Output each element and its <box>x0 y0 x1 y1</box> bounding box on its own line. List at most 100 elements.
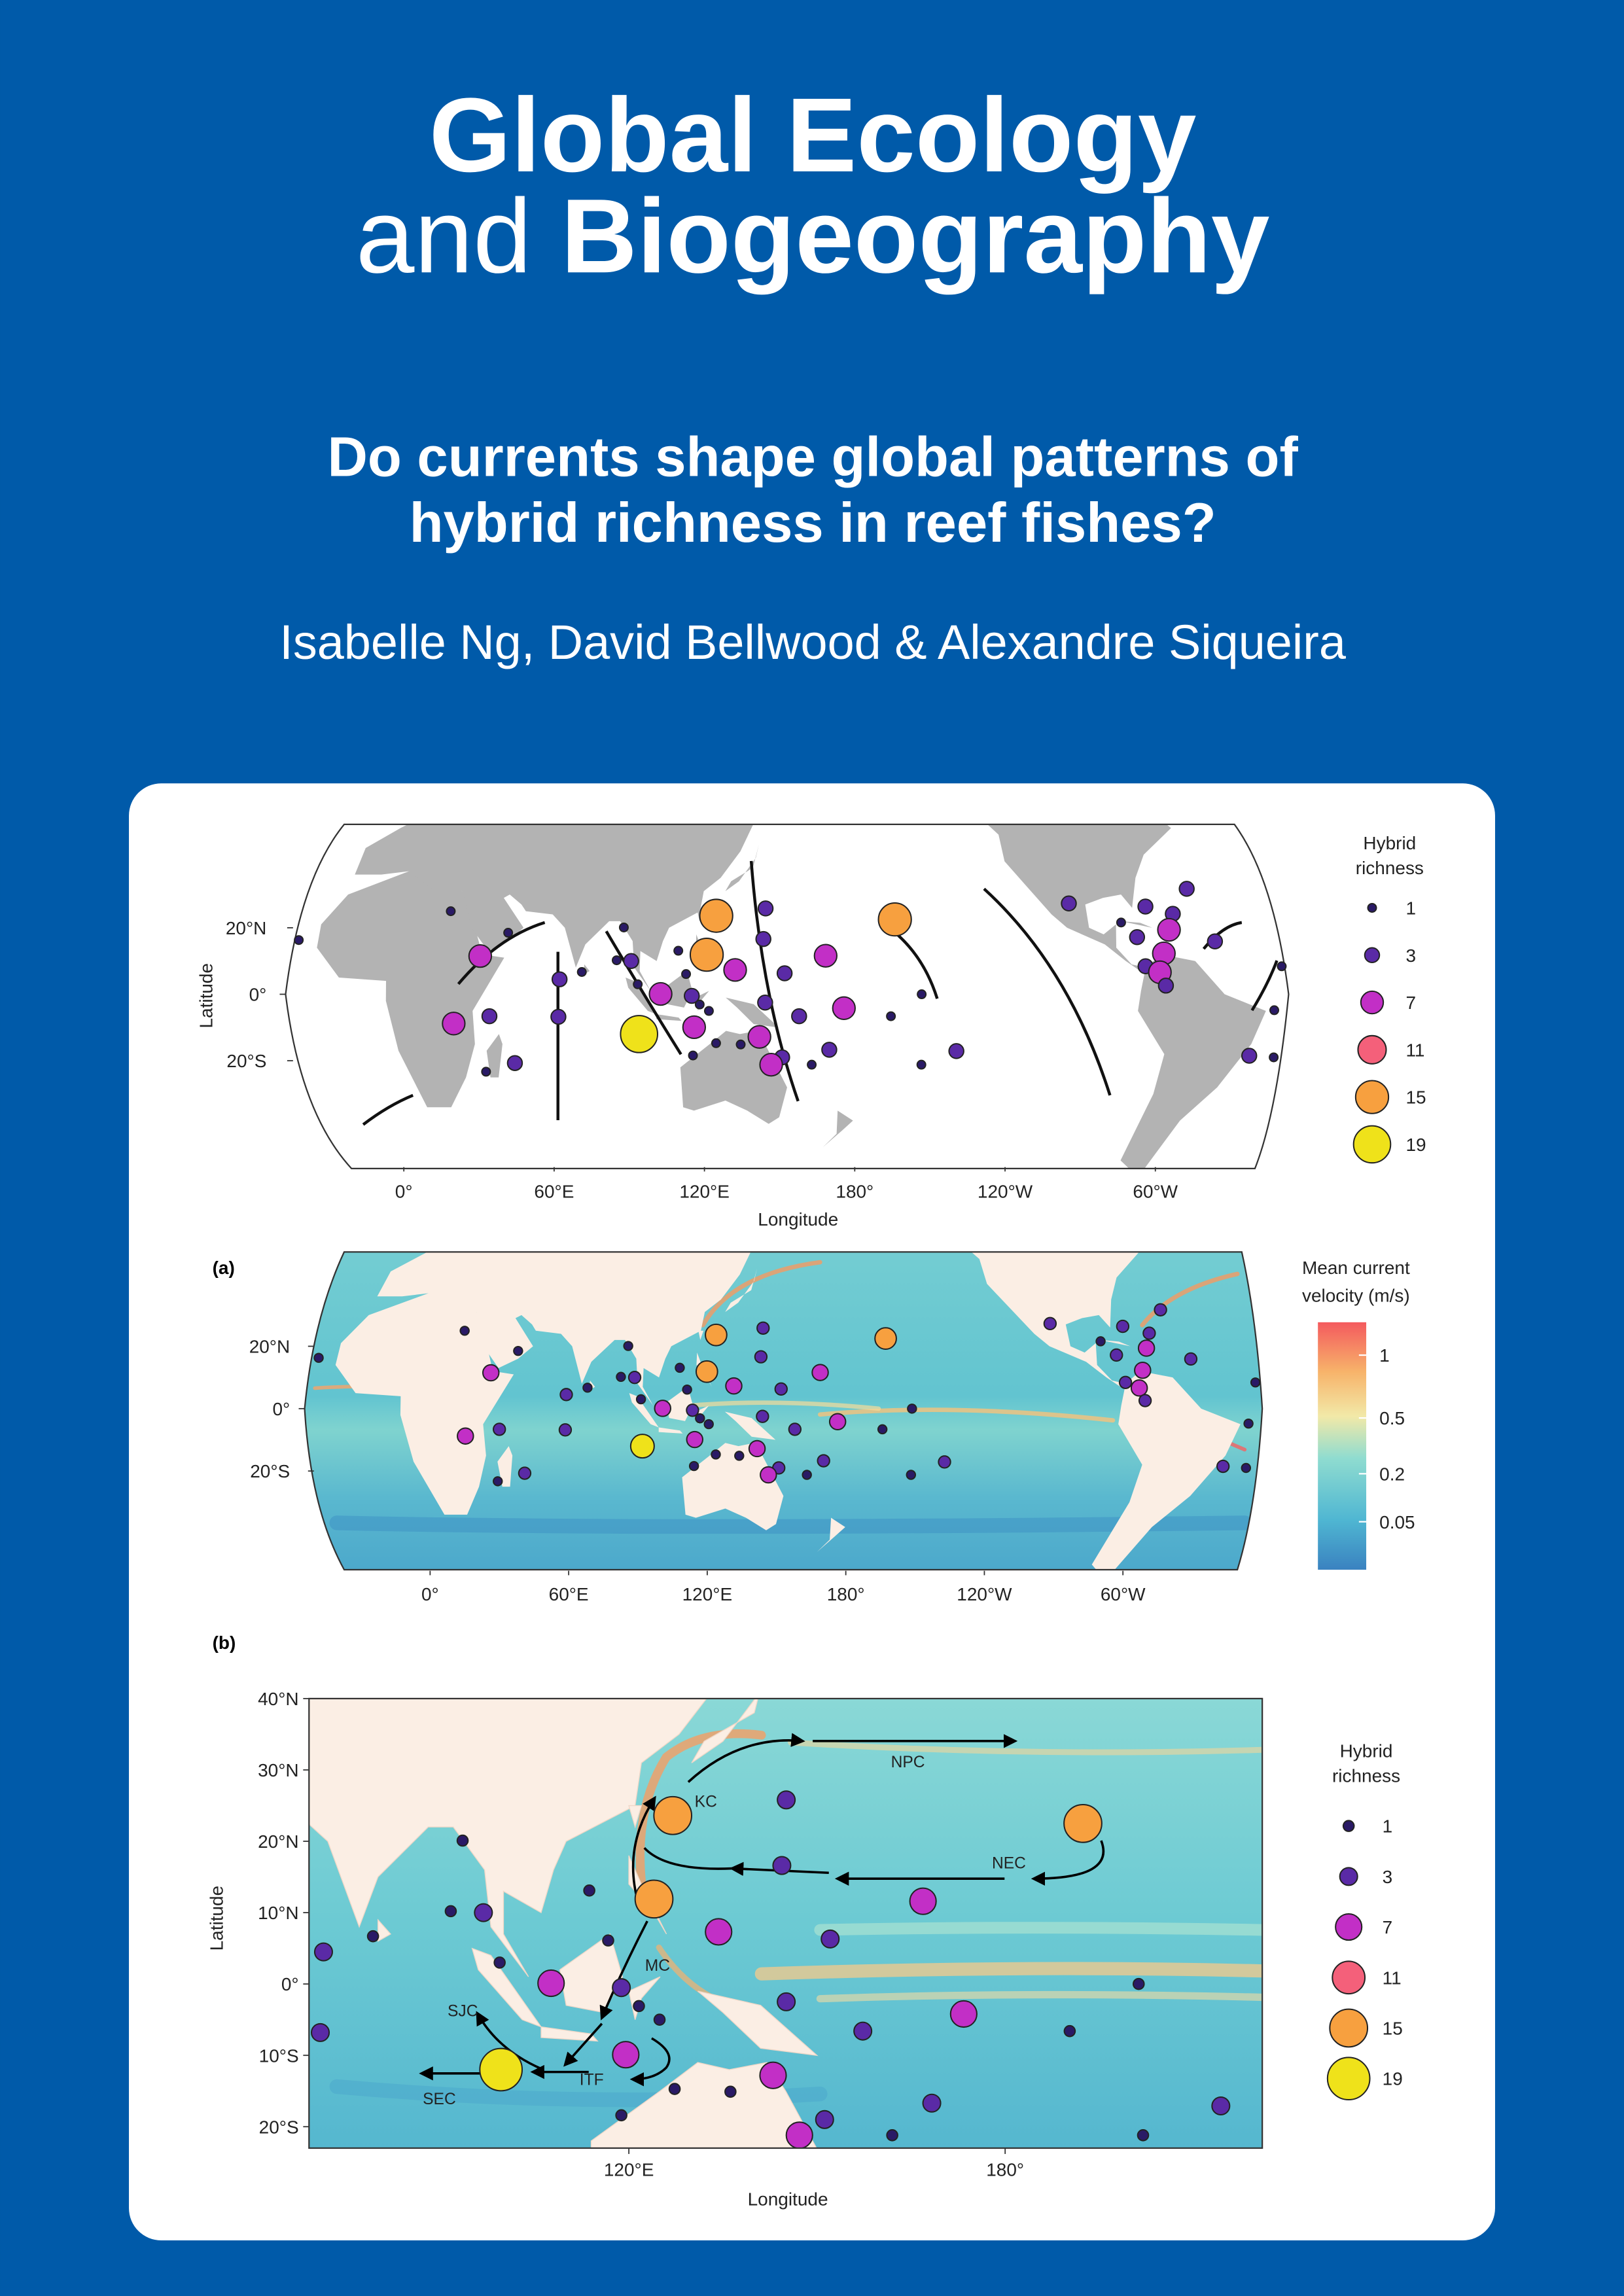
current-label: SJC <box>448 2003 478 2021</box>
landmass <box>1120 954 1266 1169</box>
x-tick-label: 180° <box>986 2159 1024 2180</box>
arrow <box>629 2037 671 2087</box>
y-tick-label: 10°N <box>258 1903 299 1923</box>
y-tick-label: 20°N <box>249 1337 290 1357</box>
x-tick-label: 60°W <box>1133 1182 1178 1202</box>
site <box>1250 1377 1261 1388</box>
boundary <box>362 1093 414 1126</box>
landmass <box>817 1517 845 1553</box>
sites <box>310 1790 1231 2148</box>
site <box>1116 917 1126 928</box>
boundary <box>749 860 800 1102</box>
landmass <box>865 1252 1139 1387</box>
y-tick-label: 20°N <box>226 918 266 938</box>
site <box>620 1015 658 1053</box>
current-label: MC <box>645 1957 670 1975</box>
authors: Isabelle Ng, David Bellwood & Alexandre … <box>279 615 1347 669</box>
legend-label: 7 <box>1383 1917 1393 1937</box>
x-axis-label: Longitude <box>758 1209 838 1229</box>
y-axis-label: Latitude <box>196 963 217 1029</box>
world-map-clip <box>285 824 1289 1169</box>
site <box>759 1052 783 1077</box>
x-tick-label: 120°E <box>682 1584 733 1604</box>
landmass <box>691 1698 758 1763</box>
y-tick-label: 30°N <box>258 1760 299 1780</box>
site <box>456 1834 469 1847</box>
site <box>550 1008 567 1025</box>
legend-marker <box>1339 1867 1358 1886</box>
site <box>615 2109 627 2122</box>
colorbar-tick-label: 0.05 <box>1379 1512 1415 1532</box>
landmass <box>697 1990 819 2057</box>
legend-marker <box>1342 1820 1355 1832</box>
landmass <box>1121 921 1152 928</box>
landmass <box>335 1293 514 1515</box>
landmass <box>656 1014 682 1021</box>
legend-label: 19 <box>1383 2069 1403 2089</box>
site <box>788 1422 802 1436</box>
site <box>558 1423 573 1437</box>
arrow <box>643 1846 733 1870</box>
legend-marker <box>1367 902 1377 913</box>
y-tick-label: 10°S <box>259 2045 299 2066</box>
legend-label: 15 <box>1383 2019 1403 2039</box>
site <box>909 1887 937 1915</box>
site <box>917 989 927 1000</box>
site <box>760 1466 777 1484</box>
site <box>668 2083 681 2095</box>
site <box>612 2041 640 2069</box>
site <box>705 1323 728 1347</box>
question: hybrid richness in reef fishes? <box>410 492 1216 554</box>
site <box>444 1905 457 1918</box>
site <box>1137 1339 1156 1357</box>
site <box>1118 1375 1133 1389</box>
y-tick-label: 20°S <box>250 1461 290 1481</box>
x-tick-label: 120°E <box>604 2159 654 2180</box>
x-tick-label: 0° <box>421 1584 439 1604</box>
panel-a <box>304 1251 1367 1571</box>
site <box>1134 1361 1152 1379</box>
site <box>705 1918 733 1946</box>
legend-label: 19 <box>1405 1135 1426 1155</box>
site <box>734 1451 745 1461</box>
site <box>629 1434 655 1459</box>
landmass <box>724 1411 776 1440</box>
colorbar <box>1318 1322 1367 1570</box>
site <box>711 1449 721 1460</box>
landmass <box>540 2026 599 2042</box>
site <box>582 1383 593 1393</box>
landmass <box>1100 1339 1131 1347</box>
legend-marker <box>1326 2057 1371 2101</box>
site <box>703 1006 714 1016</box>
site <box>1269 1005 1279 1016</box>
site <box>777 1790 796 1810</box>
site <box>551 971 568 987</box>
legend-title: Hybrid <box>1363 833 1416 853</box>
site <box>1243 1418 1254 1429</box>
site <box>684 987 700 1004</box>
landmass <box>309 1698 707 1977</box>
site <box>493 1476 503 1487</box>
y-tick-label: 0° <box>249 985 267 1005</box>
site <box>821 1929 840 1949</box>
journal-title: Global Ecology <box>429 77 1197 194</box>
site <box>756 1409 769 1423</box>
site <box>482 1364 500 1382</box>
site <box>583 1884 595 1897</box>
site <box>1043 1316 1057 1331</box>
site <box>1095 1336 1106 1347</box>
y-tick-label: 20°N <box>258 1831 299 1852</box>
site <box>310 2022 330 2042</box>
panel-b <box>308 1697 1263 2149</box>
site <box>513 1345 523 1356</box>
site <box>754 1350 768 1364</box>
map-frame <box>308 1697 1263 2149</box>
landmass <box>1091 1371 1241 1570</box>
site <box>725 1377 743 1395</box>
site <box>1157 917 1181 942</box>
site <box>602 1934 614 1947</box>
landmass <box>680 1031 787 1124</box>
panel-label: (a) <box>213 1258 235 1278</box>
site <box>785 2121 813 2148</box>
site <box>474 1903 493 1922</box>
